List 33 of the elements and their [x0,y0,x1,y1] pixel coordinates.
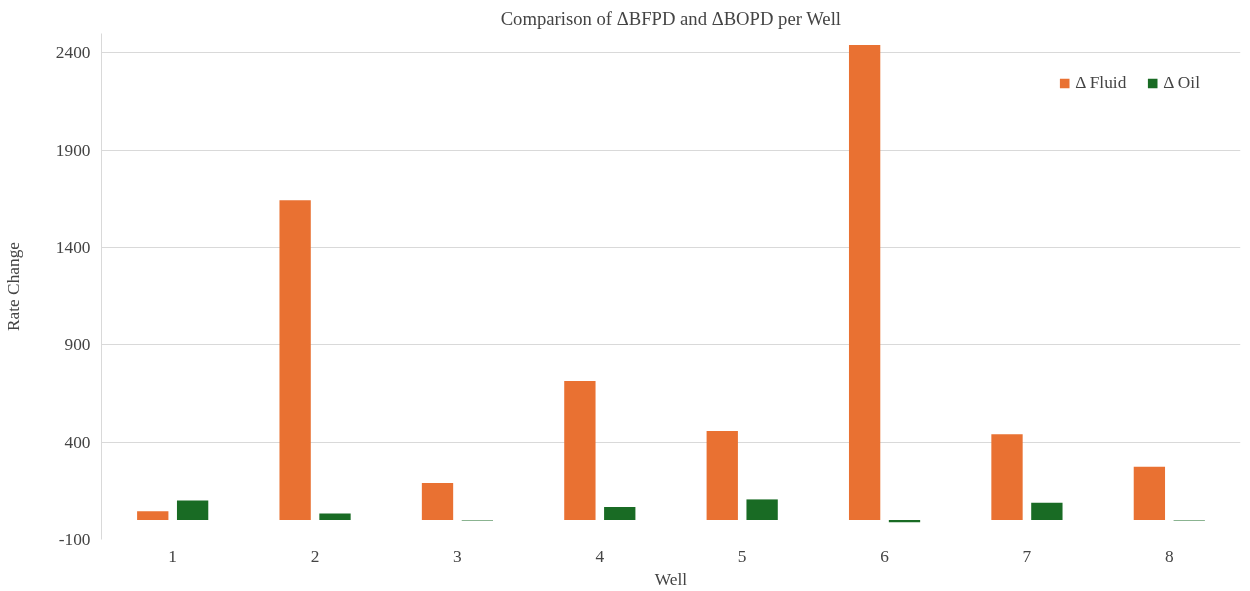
y-axis-title: Rate Change [3,241,23,332]
x-axis-title: Well [654,569,688,589]
y-tick-label: 2400 [55,43,91,63]
bar [319,513,351,521]
x-tick-label: 2 [310,546,320,566]
bar [176,500,209,521]
x-tick-label: 7 [1022,546,1032,566]
y-tick-label: 900 [64,335,91,355]
bar [991,434,1023,521]
bar [1133,466,1166,521]
x-tick-label: 4 [595,546,605,566]
legend-label: Δ Oil [1163,73,1200,93]
x-tick-label: 3 [453,546,462,566]
chart-title: Comparison of ΔBFPD and ΔBOPD per Well [500,7,842,29]
x-tick-label: 5 [737,546,747,566]
bar [604,507,636,521]
legend-label: Δ Fluid [1075,73,1127,93]
bar [1031,502,1063,521]
x-tick-label: 8 [1164,546,1174,566]
y-tick-label: 1400 [55,238,91,258]
bar [564,380,596,521]
bar [421,483,454,521]
bar [848,44,881,521]
x-tick-label: 6 [880,546,890,566]
y-tick-label: 1900 [55,140,91,160]
y-tick-label: -100 [58,530,91,549]
bar [706,430,738,521]
bar [279,200,311,521]
bar [888,520,921,523]
bar [746,499,778,521]
y-tick-label: 400 [64,432,91,452]
x-tick-label: 1 [168,546,178,566]
bar [137,511,169,521]
